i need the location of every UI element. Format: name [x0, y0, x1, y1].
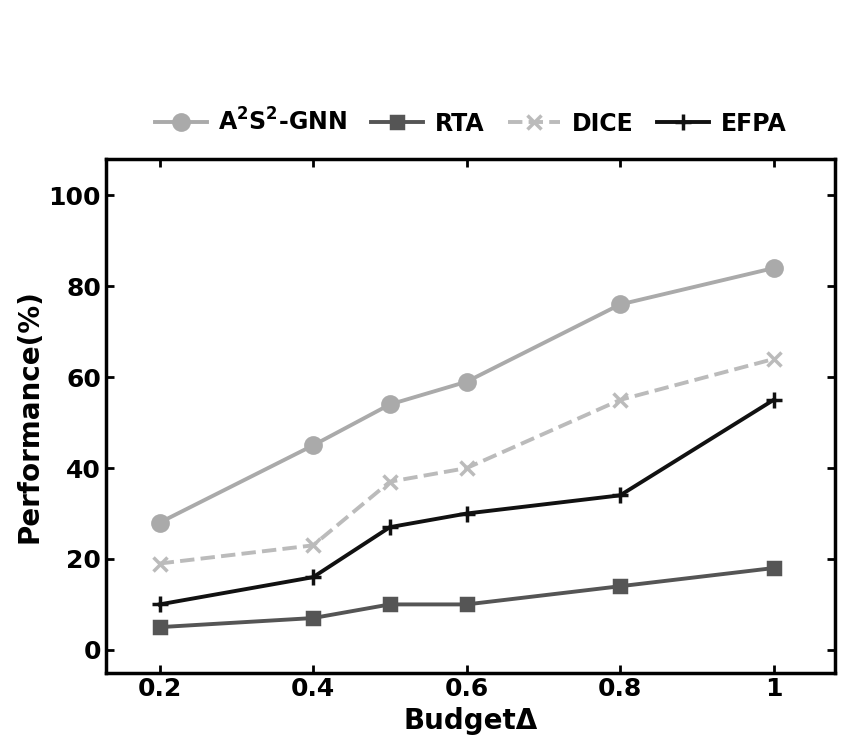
X-axis label: BudgetΔ: BudgetΔ [404, 707, 537, 735]
Legend: $\mathbf{A^2S^2}$-GNN, RTA, DICE, EFPA: $\mathbf{A^2S^2}$-GNN, RTA, DICE, EFPA [145, 99, 796, 145]
Y-axis label: Performance(%): Performance(%) [15, 289, 43, 543]
